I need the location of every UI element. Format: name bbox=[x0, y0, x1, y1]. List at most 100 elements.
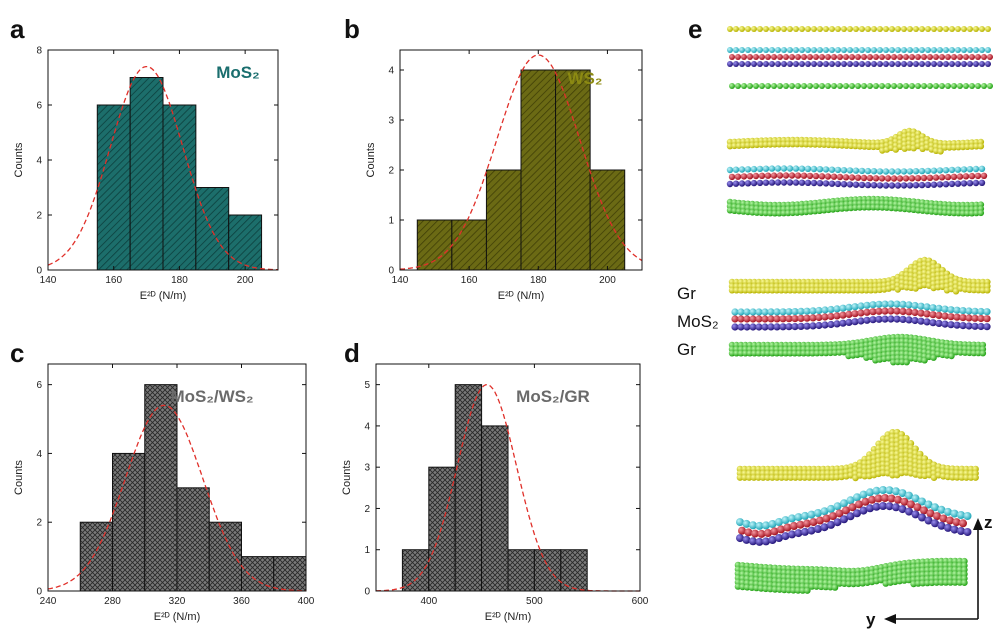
atom bbox=[951, 54, 957, 60]
atom bbox=[893, 307, 901, 315]
atom bbox=[745, 26, 751, 32]
atom bbox=[875, 300, 883, 308]
atom bbox=[757, 529, 766, 538]
atom bbox=[809, 518, 818, 527]
atom bbox=[878, 175, 886, 182]
atom bbox=[749, 521, 757, 530]
atom bbox=[875, 315, 883, 323]
atom bbox=[824, 173, 832, 180]
atom bbox=[831, 584, 839, 591]
atom bbox=[915, 83, 921, 89]
atom bbox=[977, 209, 985, 217]
y-tick-label: 4 bbox=[364, 421, 370, 432]
atom bbox=[935, 311, 943, 319]
atom bbox=[909, 54, 915, 60]
atom bbox=[804, 165, 812, 172]
label-mos2: MoS₂ bbox=[677, 312, 719, 331]
atom bbox=[831, 83, 837, 89]
atom bbox=[845, 318, 853, 326]
atom bbox=[888, 182, 896, 189]
atom bbox=[895, 47, 901, 53]
atom bbox=[857, 309, 865, 317]
atom bbox=[975, 287, 982, 294]
atom bbox=[767, 210, 774, 217]
histogram-bar bbox=[79, 521, 113, 592]
atom bbox=[977, 143, 985, 150]
histogram-bar bbox=[144, 384, 178, 592]
gaussian-fit-curve bbox=[47, 404, 307, 592]
atom bbox=[805, 47, 811, 53]
atom bbox=[985, 47, 991, 53]
graphene-bottom-layer bbox=[729, 83, 993, 89]
atom bbox=[817, 47, 823, 53]
atom bbox=[751, 287, 758, 294]
y-tick-label: 2 bbox=[36, 518, 42, 529]
atom bbox=[811, 61, 817, 67]
atom bbox=[727, 47, 733, 53]
atom bbox=[779, 323, 787, 331]
atom bbox=[950, 173, 958, 180]
atom bbox=[829, 26, 835, 32]
atom bbox=[778, 350, 785, 357]
atom bbox=[746, 173, 754, 180]
atom bbox=[728, 287, 736, 294]
atom bbox=[806, 474, 813, 481]
atom bbox=[911, 308, 919, 317]
atom bbox=[967, 474, 975, 481]
atom bbox=[885, 83, 891, 89]
atom bbox=[773, 323, 781, 331]
atom bbox=[882, 182, 890, 189]
atom bbox=[846, 512, 855, 521]
atom bbox=[885, 486, 894, 495]
atom bbox=[806, 172, 814, 180]
atom bbox=[737, 308, 745, 316]
atom bbox=[964, 210, 971, 217]
atom bbox=[854, 174, 862, 181]
material-label: MoS₂/GR bbox=[516, 387, 590, 406]
atom bbox=[767, 308, 775, 316]
atom bbox=[788, 172, 796, 179]
y-tick-label: 3 bbox=[388, 116, 394, 127]
atom bbox=[955, 47, 961, 53]
atom bbox=[755, 323, 763, 331]
atom bbox=[743, 308, 751, 316]
atom bbox=[845, 310, 853, 318]
atom bbox=[751, 350, 758, 357]
atom bbox=[903, 83, 909, 89]
atom bbox=[914, 175, 922, 182]
atom bbox=[767, 315, 775, 323]
atom bbox=[789, 83, 795, 89]
atom bbox=[796, 474, 804, 481]
atom bbox=[911, 316, 919, 325]
atom bbox=[837, 54, 843, 60]
atom bbox=[931, 61, 937, 67]
atom bbox=[815, 321, 823, 330]
atom bbox=[877, 26, 883, 32]
atom bbox=[833, 518, 842, 527]
sulfur-bottom-layer bbox=[736, 502, 972, 546]
atom bbox=[875, 307, 883, 315]
atom bbox=[879, 54, 885, 60]
atom bbox=[821, 321, 829, 329]
atom bbox=[876, 182, 884, 189]
atom bbox=[811, 141, 819, 148]
atom bbox=[887, 307, 895, 315]
atom bbox=[839, 319, 847, 327]
y-tick-label: 0 bbox=[36, 587, 42, 598]
histogram-panel-c: c 240 280 320 360 400 0 2 4 6 E²ᴰ (N/m) Counts MoS₂/… bbox=[10, 338, 315, 623]
atom bbox=[861, 204, 868, 211]
atom bbox=[818, 287, 825, 294]
atom bbox=[941, 320, 949, 328]
atom bbox=[840, 499, 848, 508]
atom bbox=[961, 47, 967, 53]
atom bbox=[796, 520, 805, 529]
atom bbox=[979, 26, 985, 32]
atom bbox=[774, 179, 782, 186]
histogram-bar bbox=[208, 521, 242, 592]
atom bbox=[897, 83, 903, 89]
atom bbox=[789, 54, 795, 60]
atom bbox=[733, 26, 739, 32]
atom bbox=[799, 61, 805, 67]
atom bbox=[929, 319, 937, 327]
atom bbox=[764, 172, 772, 179]
